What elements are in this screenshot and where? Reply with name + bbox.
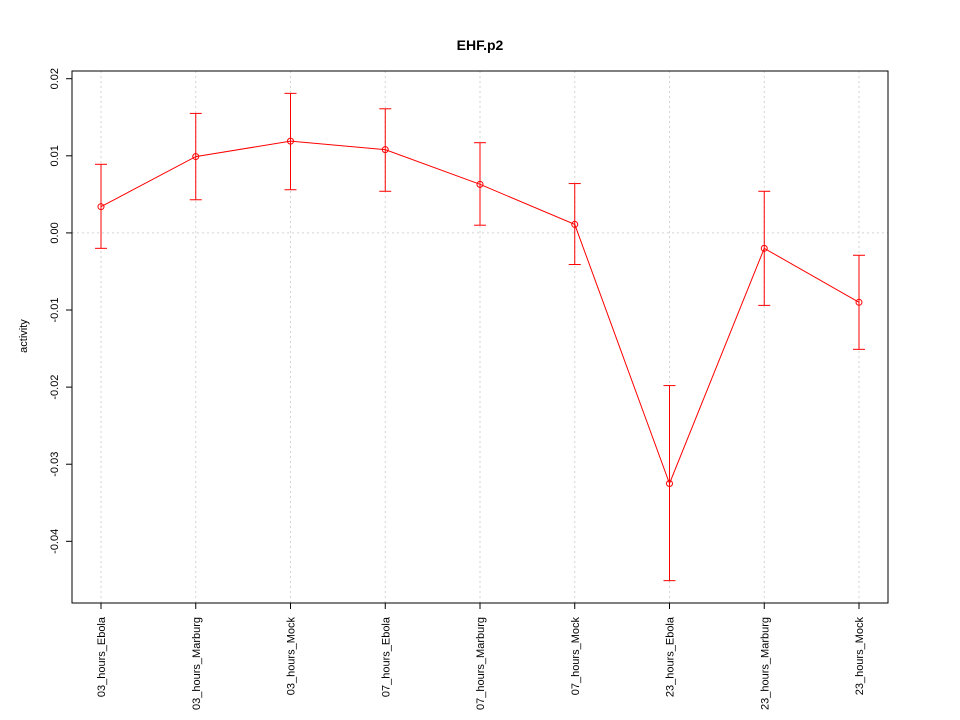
- x-tick-label: 07_hours_Ebola: [380, 616, 392, 697]
- chart-title: EHF.p2: [457, 37, 504, 53]
- axes: -0.04 -0.03 -0.02 -0.01 0.00 0.01 0.02 03_hours…: [49, 68, 866, 710]
- y-tick-label: 0.01: [49, 145, 61, 166]
- x-tick-label: 23_hours_Mock: [854, 617, 866, 696]
- data-point: [855, 298, 863, 306]
- plot-frame: [71, 70, 889, 604]
- y-tick-label: -0.02: [49, 375, 61, 400]
- y-tick-label: -0.03: [49, 452, 61, 477]
- data-point: [287, 137, 294, 145]
- y-tick-label: 0.00: [49, 222, 61, 243]
- data-point: [666, 479, 673, 487]
- x-tick-label: 23_hours_Ebola: [665, 616, 677, 697]
- y-tick-label: 0.02: [49, 68, 61, 89]
- y-tick-label: -0.01: [49, 297, 61, 322]
- x-tick-label: 23_hours_Marburg: [759, 617, 771, 710]
- x-tick-label: 03_hours_Ebola: [96, 616, 108, 697]
- data-point: [97, 203, 105, 211]
- y-tick-label: -0.04: [49, 529, 61, 554]
- x-tick-label: 03_hours_Marburg: [191, 617, 203, 710]
- data-point: [381, 146, 389, 154]
- data-point: [476, 180, 484, 188]
- data-point: [571, 220, 579, 228]
- series: [95, 92, 865, 582]
- y-axis-label: activity: [18, 319, 30, 353]
- data-point: [760, 244, 768, 252]
- series-line: [100, 140, 860, 485]
- x-tick-label: 03_hours_Mock: [286, 617, 298, 696]
- x-tick-label: 07_hours_Marburg: [475, 617, 487, 710]
- data-point: [192, 153, 200, 161]
- x-tick-label: 07_hours_Mock: [570, 617, 582, 696]
- grid: [72, 71, 888, 603]
